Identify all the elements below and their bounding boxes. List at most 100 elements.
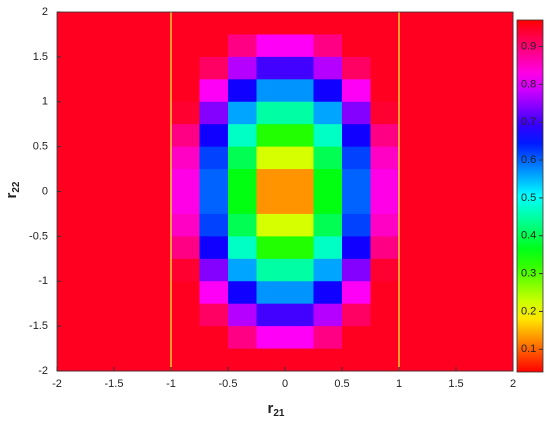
- heat-cell: [484, 213, 514, 237]
- x-tick-label: 0.5: [334, 378, 349, 390]
- heat-cell: [484, 236, 514, 260]
- heat-cell: [85, 191, 115, 215]
- heat-cell: [427, 213, 457, 237]
- heat-cell: [342, 236, 371, 260]
- heat-cell: [484, 169, 514, 192]
- heat-cell: [228, 34, 257, 58]
- heat-cell: [85, 79, 115, 103]
- heat-cell: [427, 258, 457, 282]
- heat-cell: [427, 146, 457, 170]
- heat-cell: [285, 213, 314, 237]
- heat-cell: [456, 146, 485, 170]
- heat-cell: [456, 34, 485, 58]
- heat-cell: [370, 191, 400, 215]
- heat-cell: [114, 79, 143, 103]
- heat-cell: [142, 348, 172, 372]
- heat-cell: [285, 281, 314, 305]
- y-axis-label-main: r: [3, 192, 20, 198]
- heat-cell: [114, 191, 143, 215]
- heat-cell: [399, 213, 428, 237]
- x-tick-label: 2: [510, 378, 516, 390]
- heat-cell: [199, 12, 229, 35]
- heat-cell: [484, 12, 514, 35]
- heat-cell: [456, 101, 485, 125]
- heat-cell: [484, 303, 514, 327]
- heat-cell: [199, 326, 229, 350]
- heat-cell: [142, 191, 172, 215]
- heat-cell: [171, 348, 200, 372]
- heat-cell: [142, 213, 172, 237]
- heat-cell: [399, 169, 428, 192]
- heat-cell: [370, 236, 400, 260]
- heat-cell: [342, 191, 371, 215]
- heat-cell: [57, 56, 86, 80]
- heat-cell: [57, 348, 86, 372]
- heat-cell: [57, 213, 86, 237]
- heat-cell: [256, 213, 286, 237]
- heat-cell: [171, 326, 200, 350]
- heat-cell: [57, 12, 86, 35]
- heat-cell: [228, 79, 257, 103]
- heat-cell: [57, 146, 86, 170]
- heat-cell: [256, 236, 286, 260]
- heat-cell: [114, 326, 143, 350]
- heat-cell: [85, 213, 115, 237]
- heat-cell: [484, 258, 514, 282]
- heat-cell: [285, 34, 314, 58]
- heat-cell: [57, 34, 86, 58]
- heat-cell: [57, 79, 86, 103]
- heat-cell: [57, 281, 86, 305]
- heat-cell: [399, 12, 428, 35]
- y-tick-label: 2: [42, 6, 48, 18]
- heat-cell: [342, 56, 371, 80]
- heat-cell: [228, 169, 257, 192]
- heat-cell: [85, 101, 115, 125]
- heat-cell: [85, 281, 115, 305]
- heat-cell: [484, 326, 514, 350]
- heat-cell: [399, 303, 428, 327]
- heat-cell: [313, 303, 343, 327]
- heat-cell: [85, 34, 115, 58]
- heat-cell: [199, 169, 229, 192]
- heat-cell: [370, 258, 400, 282]
- colorbar-tick-label: 0.8: [521, 78, 536, 90]
- x-tick-label: 1.5: [448, 378, 463, 390]
- y-tick-label: -1.5: [29, 320, 48, 332]
- heat-cell: [142, 236, 172, 260]
- heat-cell: [370, 101, 400, 125]
- heat-cell: [456, 213, 485, 237]
- heat-cell: [399, 258, 428, 282]
- heat-cell: [285, 236, 314, 260]
- heat-cell: [57, 326, 86, 350]
- x-tick-label: 1: [396, 378, 402, 390]
- heat-cell: [171, 191, 200, 215]
- heat-cell: [313, 34, 343, 58]
- x-tick-label: -0.5: [219, 378, 238, 390]
- heat-cell: [256, 101, 286, 125]
- colorbar-tick-label: 0.6: [521, 154, 536, 166]
- heat-cell: [256, 258, 286, 282]
- heat-cell: [114, 169, 143, 192]
- heat-cell: [313, 124, 343, 148]
- heat-cell: [199, 101, 229, 125]
- heat-cell: [399, 56, 428, 80]
- x-tick-label: 0: [282, 378, 288, 390]
- heat-cell: [114, 124, 143, 148]
- heat-cell: [142, 56, 172, 80]
- heat-cell: [228, 146, 257, 170]
- heat-cell: [456, 79, 485, 103]
- heat-cell: [142, 258, 172, 282]
- heat-cell: [427, 303, 457, 327]
- heat-cell: [171, 34, 200, 58]
- heat-cell: [228, 56, 257, 80]
- heat-cell: [199, 213, 229, 237]
- heat-cell: [484, 348, 514, 372]
- heat-cell: [370, 281, 400, 305]
- heat-cell: [427, 326, 457, 350]
- heat-cell: [342, 348, 371, 372]
- heat-cell: [114, 213, 143, 237]
- y-tick-label: 1: [42, 96, 48, 108]
- colorbar-tick-label: 0.3: [521, 267, 536, 279]
- heat-cell: [142, 12, 172, 35]
- heat-cell: [370, 79, 400, 103]
